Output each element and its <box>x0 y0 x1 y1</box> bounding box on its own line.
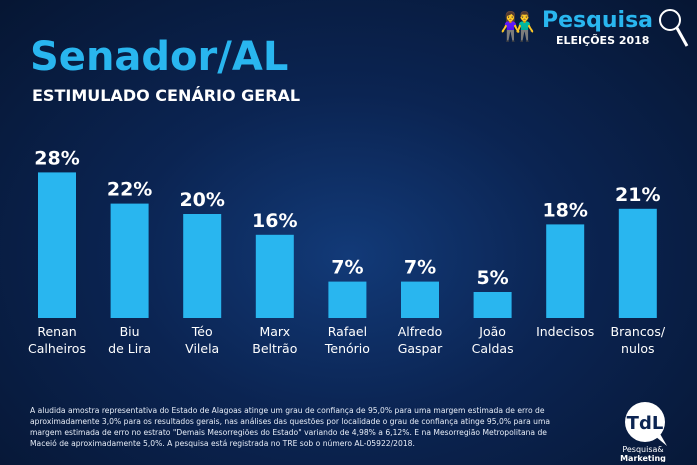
category-label: Beltrão <box>252 341 297 356</box>
category-label: Téo <box>191 324 213 339</box>
bar <box>618 208 657 318</box>
category-label: Indecisos <box>536 324 594 339</box>
brand-name: Pesquisa <box>542 8 654 33</box>
bar <box>401 281 439 318</box>
category-label: João <box>478 324 506 339</box>
logo-sub2: Marketing <box>620 454 666 462</box>
bar <box>473 292 512 318</box>
category-label: Marx <box>259 324 290 339</box>
data-label: 7% <box>404 257 436 279</box>
logo-text: TdL <box>627 413 664 434</box>
data-label: 7% <box>331 257 363 279</box>
data-label: 18% <box>542 199 587 221</box>
category-label: Gaspar <box>398 341 443 356</box>
data-label: 20% <box>179 189 224 211</box>
category-label: Renan <box>37 324 76 339</box>
category-label: Biu <box>120 324 140 339</box>
category-label: Brancos/ <box>611 324 666 339</box>
category-label: Rafael <box>328 324 367 339</box>
data-label: 22% <box>107 179 152 201</box>
magnifier-icon <box>659 9 689 47</box>
data-label: 5% <box>476 267 508 289</box>
category-label: Caldas <box>472 341 514 356</box>
bar <box>110 203 149 318</box>
brand-tagline: ELEIÇÕES 2018 <box>556 34 650 47</box>
brand-header: 👫 Pesquisa ELEIÇÕES 2018 <box>500 6 690 47</box>
footnote: A aludida amostra representativa do Esta… <box>30 406 551 448</box>
bar <box>328 281 367 318</box>
logo-sub1: Pesquisa& <box>622 445 663 454</box>
data-label: 21% <box>615 184 660 206</box>
bar <box>38 172 76 318</box>
people-icon: 👫 <box>500 10 535 43</box>
bar <box>183 214 222 318</box>
bar-chart: 28% Renan Calheiros 22% Biu de Lira 20% Téo Vile… <box>28 147 666 356</box>
page-title: Senador/AL <box>30 34 289 80</box>
data-label: 16% <box>252 210 297 232</box>
category-label: nulos <box>621 341 654 356</box>
category-label: de Lira <box>108 341 151 356</box>
category-label: Calheiros <box>28 341 86 356</box>
category-label: Tenório <box>324 341 370 356</box>
page-subtitle: ESTIMULADO CENÁRIO GERAL <box>32 86 301 105</box>
category-label: Alfredo <box>398 324 443 339</box>
data-label: 28% <box>34 147 79 169</box>
tdl-logo: TdL Pesquisa& Marketing <box>620 402 667 462</box>
bar <box>255 234 294 318</box>
category-label: Vilela <box>185 341 219 356</box>
bar <box>546 224 585 318</box>
